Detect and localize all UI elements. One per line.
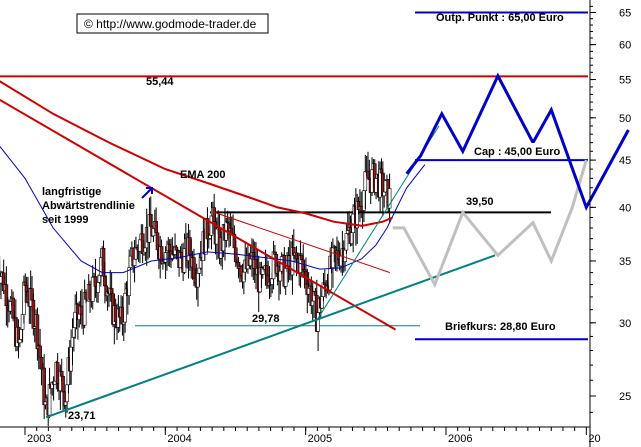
x-tick-label: 20 [588, 433, 600, 445]
trend-label-line3: seit 1999 [42, 214, 88, 226]
trend-arrow-icon [141, 187, 153, 199]
y-tick-label: 45 [619, 155, 631, 167]
support-trend-line [45, 254, 496, 419]
candle-body [123, 292, 127, 323]
level-low-label: 29,78 [252, 313, 280, 325]
mid-trend-line [214, 211, 391, 274]
target-label: Outp. Punkt : 65,00 Euro [436, 12, 564, 24]
x-tick-label: 2003 [27, 433, 51, 445]
level-high-label: 55,44 [146, 76, 174, 88]
trend-label-line2: Abwärtstrendlinie [42, 200, 135, 212]
cap-label: Cap : 45,00 Euro [474, 146, 560, 158]
copyright-text: © http://www.godmode-trader.de [84, 17, 257, 31]
candle-body [61, 375, 65, 393]
x-tick-label: 2005 [308, 433, 332, 445]
projections [392, 72, 630, 289]
level-mid-label: 39,50 [466, 196, 494, 208]
candle-body [127, 267, 131, 296]
y-tick-label: 50 [619, 113, 631, 125]
y-tick-label: 55 [619, 75, 631, 87]
trend-lines [0, 80, 496, 419]
briefkurs-label: Briefkurs: 28,80 Euro [445, 321, 556, 333]
candle-body [344, 233, 349, 251]
projection-gray-line [392, 159, 588, 289]
x-tick-label: 2004 [167, 433, 191, 445]
copyright-box [76, 13, 269, 34]
y-tick-label: 65 [619, 8, 631, 20]
ema-line [0, 145, 426, 274]
ema-label: EMA 200 [180, 169, 225, 181]
x-tick-labels: 2003 2004 2005 2006 20 [24, 427, 601, 445]
y-tick-label: 35 [619, 256, 631, 268]
horizontal-levels [0, 11, 588, 341]
y-tick-label: 60 [619, 40, 631, 52]
cap-label-bg [470, 143, 558, 157]
trend-label-line1: langfristige [42, 186, 101, 198]
y-tick-label: 40 [619, 202, 631, 214]
y-tick-label: 25 [619, 391, 631, 403]
y-tick-labels: 65 60 55 50 45 40 35 30 25 [590, 5, 631, 413]
x-tick-label: 2006 [448, 433, 472, 445]
candle-body [96, 282, 100, 293]
red-channel-line [0, 80, 394, 227]
low-label: 23,71 [68, 410, 96, 422]
projection-blue-line [405, 72, 630, 212]
long-downtrend-line [0, 98, 397, 331]
candle-body [35, 314, 40, 350]
candle-body [387, 188, 392, 209]
y-tick-label: 30 [619, 318, 631, 330]
